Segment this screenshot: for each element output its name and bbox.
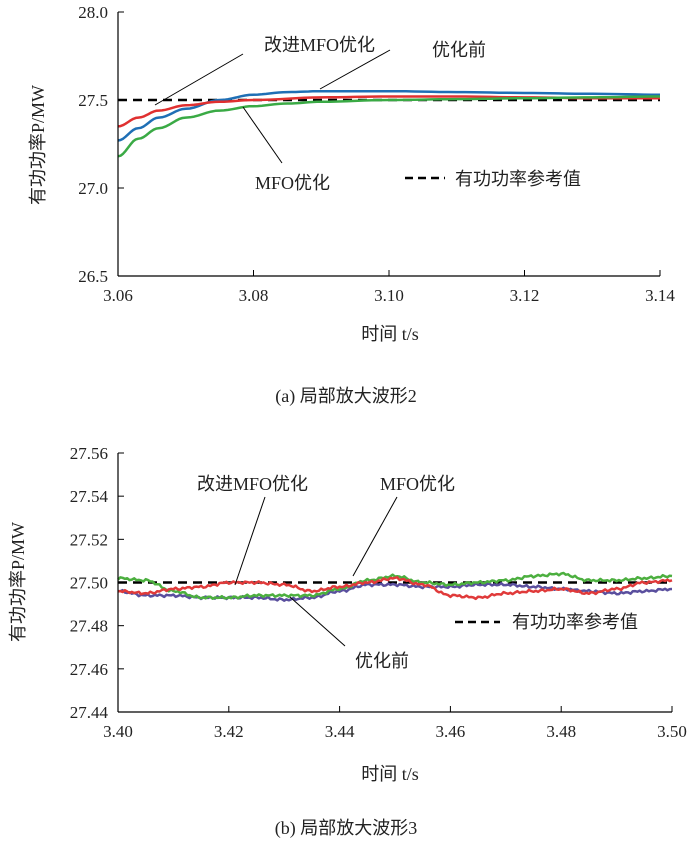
chart-b-ticks: 27.56 27.54 27.52 27.50 27.48 27.46 27.443.40 3… [70,444,687,741]
chart-a-caption: (a) 局部放大波形2 [275,386,416,407]
chart-a-series [117,89,660,158]
x-tick-label: 3.10 [374,286,404,305]
y-tick-label: 27.5 [78,91,108,110]
chart-b-ylabel: 有功功率P/MW [8,522,28,642]
leader-line [319,49,391,90]
x-tick-label: 3.44 [325,722,355,741]
annotation-improved-mfo: 改进MFO优化 [197,474,308,494]
chart-a-ylabel: 有功功率P/MW [28,85,48,205]
y-tick-label: 27.56 [70,444,108,463]
annotation-before: 优化前 [432,40,486,60]
y-tick-label: 28.0 [78,3,108,22]
x-tick-label: 3.42 [214,722,244,741]
x-tick-label: 3.12 [510,286,540,305]
chart-b-xlabel: 时间 t/s [361,764,419,784]
y-tick-label: 27.44 [70,703,109,722]
leader-line [242,106,283,164]
y-tick-label: 27.0 [78,179,108,198]
chart-a-xlabel: 时间 t/s [361,324,419,344]
annotation-improved-mfo: 改进MFO优化 [264,35,375,55]
chart-b: 27.56 27.54 27.52 27.50 27.48 27.46 27.443.40 3… [8,444,687,839]
x-tick-label: 3.06 [103,286,133,305]
x-tick-label: 3.14 [645,286,675,305]
chart-b-series [117,571,673,602]
legend-reference-label: 有功功率参考值 [455,169,581,189]
x-tick-label: 3.48 [546,722,576,741]
y-tick-label: 27.50 [70,574,108,593]
x-tick-label: 3.50 [657,722,687,741]
chart-a-ticks: 28.0 27.5 27.0 26.53.06 3.08 3.10 3.12 3.14 [78,3,675,305]
x-tick-label: 3.08 [239,286,269,305]
leader-line [234,496,266,586]
annotation-mfo: MFO优化 [255,173,330,193]
chart-a: 28.0 27.5 27.0 26.53.06 3.08 3.10 3.12 3.14 有功功… [28,3,675,407]
leader-line [352,496,398,577]
legend-reference-label: 有功功率参考值 [512,612,638,632]
leader-line [154,53,244,106]
y-tick-label: 27.54 [70,487,109,506]
leader-line [289,596,346,647]
annotation-before: 优化前 [355,651,409,671]
y-tick-label: 27.46 [70,660,108,679]
y-tick-label: 26.5 [78,267,108,286]
x-tick-label: 3.40 [103,722,133,741]
x-tick-label: 3.46 [436,722,466,741]
y-tick-label: 27.48 [70,617,108,636]
y-tick-label: 27.52 [70,530,108,549]
series-line [117,576,673,601]
annotation-mfo: MFO优化 [380,474,455,494]
series-line [117,95,660,158]
series-line [117,89,660,142]
chart-b-caption: (b) 局部放大波形3 [275,818,418,839]
